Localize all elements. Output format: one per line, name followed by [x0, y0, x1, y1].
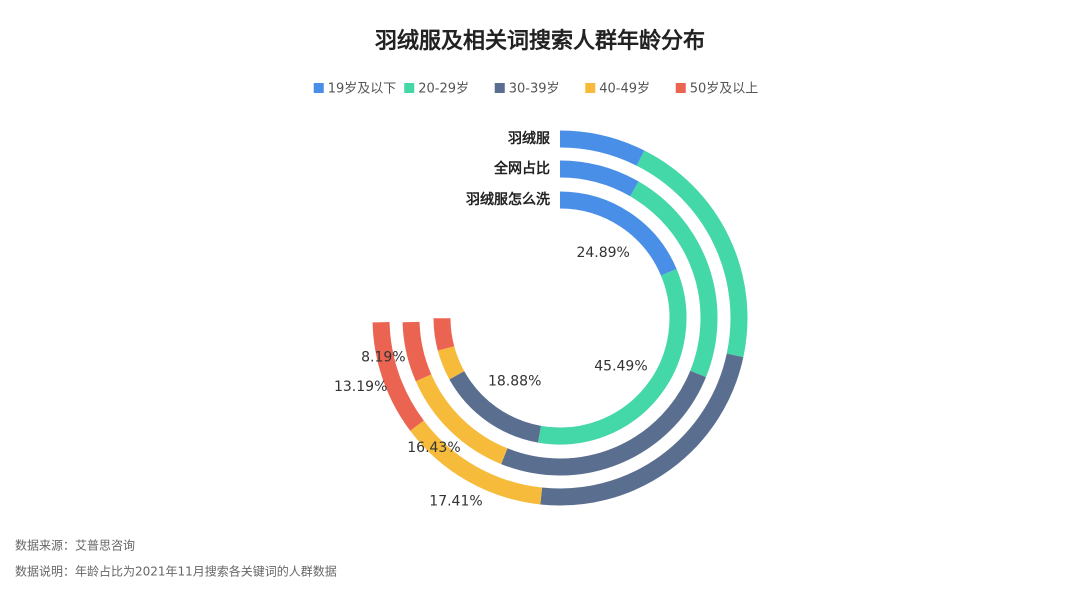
ring-segment: [559, 160, 639, 197]
ring-segment: [449, 370, 542, 443]
ring-segment: [540, 353, 744, 506]
ring-segment: [537, 268, 687, 445]
value-label: 17.41%: [429, 494, 482, 510]
value-label: 16.43%: [407, 440, 460, 456]
legend-swatch: [404, 83, 415, 93]
legend-swatch: [313, 83, 324, 93]
rings: 羽绒服 17.41% 13.19% 全网占比 16.43% 8.19% 羽绒服怎么洗 24.8…: [334, 130, 748, 510]
ring-segment: [630, 181, 718, 378]
legend: 19岁及以下 20-29岁 30-39岁 40-49岁 50岁及以上: [313, 82, 759, 97]
legend-label: 20-29岁: [418, 82, 469, 97]
source: 数据来源：艾普思咨询: [15, 538, 135, 553]
legend-label: 19岁及以下: [328, 82, 397, 97]
ring-name: 羽绒服怎么洗: [466, 191, 550, 208]
ring-segment: [636, 150, 748, 358]
chart-title: 羽绒服及相关词搜索人群年龄分布: [375, 28, 705, 54]
ring-segment: [415, 374, 508, 465]
ring-segment: [437, 346, 465, 380]
legend-label: 30-39岁: [509, 82, 560, 97]
value-label: 8.19%: [361, 350, 405, 366]
value-label: 45.49%: [594, 359, 647, 375]
ring-segment: [433, 317, 455, 351]
value-label: 24.89%: [576, 245, 629, 261]
ring-name: 羽绒服: [508, 130, 551, 147]
ring-segment: [402, 321, 432, 382]
legend-swatch: [585, 83, 596, 93]
ring-segment: [559, 130, 645, 166]
legend-swatch: [675, 83, 686, 93]
legend-label: 50岁及以上: [690, 82, 759, 97]
ring-segment: [372, 321, 424, 431]
legend-swatch: [494, 83, 505, 93]
ring-segment: [410, 420, 543, 505]
legend-label: 40-49岁: [599, 82, 650, 97]
value-label: 18.88%: [488, 373, 541, 389]
ring-segment: [501, 370, 706, 476]
note: 数据说明：年龄占比为2021年11月搜索各关键词的人群数据: [15, 564, 337, 579]
ring-segment: [559, 191, 677, 276]
ring-name: 全网占比: [493, 160, 550, 177]
value-label: 13.19%: [334, 379, 387, 395]
